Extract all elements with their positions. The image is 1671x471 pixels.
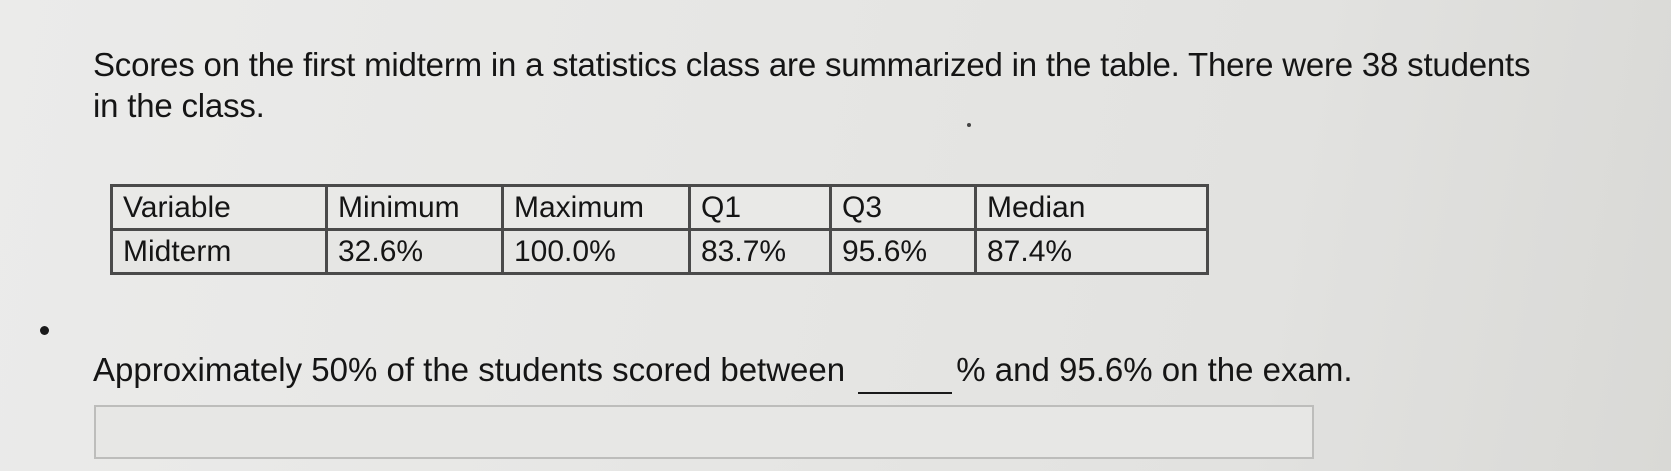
prompt-text-after: % and 95.6% on the exam.	[956, 351, 1353, 388]
cell-maximum: 100.0%	[501, 228, 691, 275]
question-text: Scores on the first midterm in a statist…	[93, 46, 1531, 124]
header-cell-q3: Q3	[829, 184, 977, 231]
cell-q3: 95.6%	[829, 228, 977, 275]
cell-q1: 83.7%	[688, 228, 832, 275]
cell-median: 87.4%	[974, 228, 1209, 275]
summary-table: Variable Minimum Maximum Q1 Q3 Median Mi…	[110, 184, 1209, 275]
blank-underline	[858, 351, 953, 394]
header-cell-maximum: Maximum	[501, 184, 691, 231]
table-header-row: Variable Minimum Maximum Q1 Q3 Median	[110, 184, 1209, 231]
table-row: Midterm 32.6% 100.0% 83.7% 95.6% 87.4%	[110, 228, 1209, 275]
cell-minimum: 32.6%	[325, 228, 504, 275]
header-cell-minimum: Minimum	[325, 184, 504, 231]
fill-in-prompt: Approximately 50% of the students scored…	[93, 349, 1353, 394]
cell-variable: Midterm	[110, 228, 328, 275]
bullet-icon	[40, 326, 49, 335]
prompt-text-before: Approximately 50% of the students scored…	[93, 351, 846, 388]
header-cell-variable: Variable	[110, 184, 328, 231]
header-cell-q1: Q1	[688, 184, 832, 231]
stray-mark	[967, 123, 971, 127]
header-cell-median: Median	[974, 184, 1209, 231]
answer-input[interactable]	[94, 405, 1314, 459]
